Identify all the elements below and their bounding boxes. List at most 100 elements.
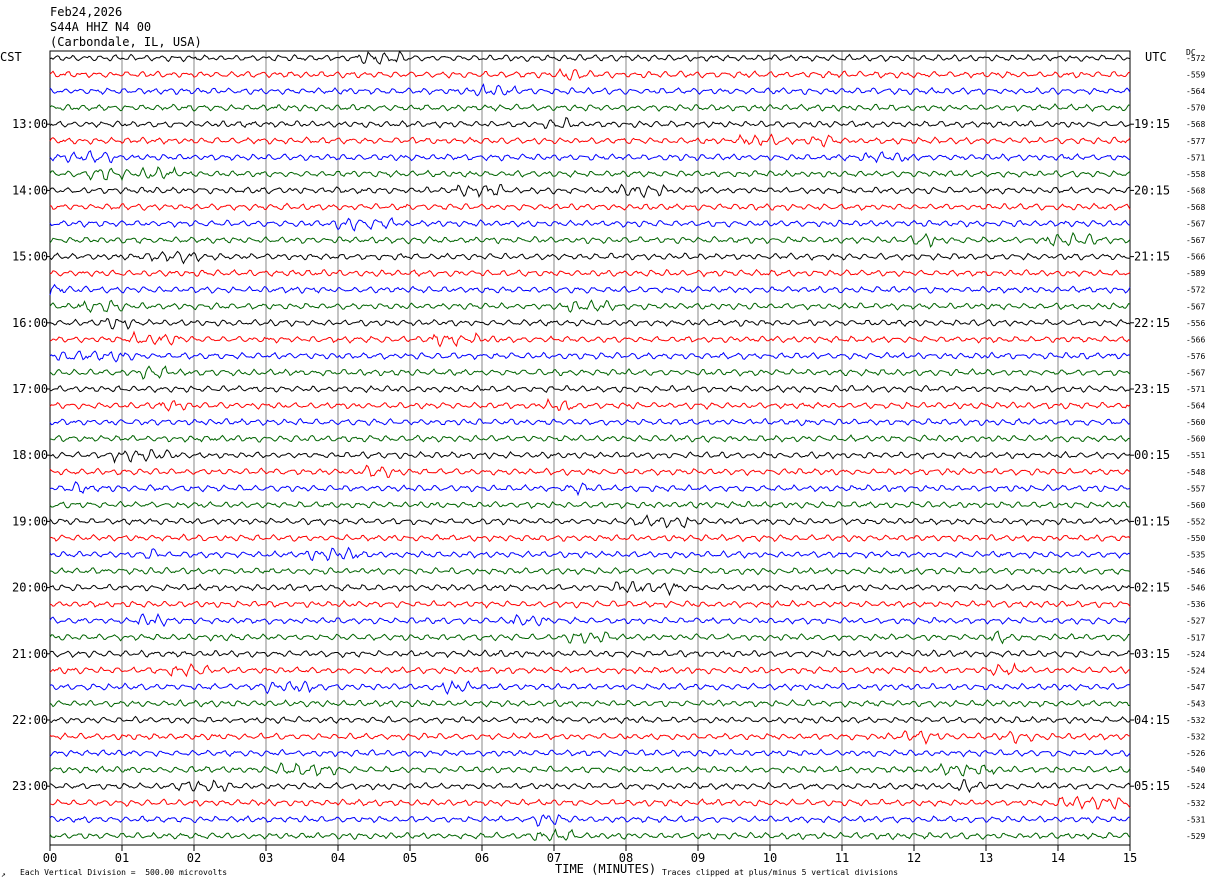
seismic-trace	[49, 828, 1131, 842]
seismic-trace	[49, 417, 1131, 427]
dc-offset-label: -535	[1186, 551, 1205, 560]
seismic-trace	[49, 762, 1131, 777]
seismic-trace	[49, 150, 1131, 164]
dc-offset-label: -568	[1186, 186, 1205, 195]
dc-offset-label: -551	[1186, 451, 1205, 460]
seismic-trace	[49, 449, 1131, 464]
dc-offset-label: -558	[1186, 170, 1205, 179]
seismic-trace	[49, 649, 1131, 659]
seismic-trace	[49, 599, 1131, 609]
dc-offset-label: -567	[1186, 302, 1205, 311]
seismic-trace	[49, 133, 1131, 148]
left-hour-label: 16:00	[12, 316, 48, 330]
header-date: Feb24,2026	[50, 5, 123, 19]
right-hour-label: 20:15	[1134, 183, 1170, 197]
dc-offset-label: -571	[1186, 385, 1205, 394]
seismic-trace	[49, 434, 1131, 443]
dc-offset-label: -567	[1186, 236, 1205, 245]
left-hour-label: 15:00	[12, 250, 48, 264]
x-tick-label: 01	[115, 851, 129, 865]
dc-offset-label: -560	[1186, 501, 1205, 510]
seismic-trace	[49, 231, 1131, 248]
dc-offset-label: -524	[1186, 782, 1205, 791]
dc-offset-label: -560	[1186, 435, 1205, 444]
dc-offset-label: -564	[1186, 87, 1205, 96]
seismic-trace	[49, 699, 1130, 708]
seismic-trace	[49, 814, 1130, 827]
seismic-trace	[50, 384, 1131, 394]
dc-offset-label: -532	[1186, 716, 1205, 725]
dc-offset-label: -543	[1186, 699, 1205, 708]
seismic-trace	[49, 514, 1131, 529]
seismic-trace	[49, 350, 1131, 363]
seismic-trace	[49, 83, 1131, 97]
seismic-trace	[49, 533, 1131, 543]
seismic-trace	[49, 795, 1131, 810]
seismic-trace	[49, 679, 1131, 696]
left-hour-label: 17:00	[12, 382, 48, 396]
left-timezone-label: CST	[0, 50, 22, 64]
dc-offset-label: -536	[1186, 600, 1205, 609]
seismic-trace	[49, 202, 1131, 212]
x-tick-label: 11	[835, 851, 849, 865]
seismic-trace	[49, 464, 1131, 478]
dc-offset-label: -589	[1186, 269, 1205, 278]
x-tick-label: 09	[691, 851, 705, 865]
dc-offset-label: -577	[1186, 137, 1205, 146]
header-station: S44A HHZ N4 00	[50, 20, 152, 34]
x-tick-label: 15	[1123, 851, 1137, 865]
right-hour-label: 00:15	[1134, 448, 1170, 462]
dc-offset-label: -572	[1186, 54, 1205, 63]
dc-offset-label: -571	[1186, 153, 1205, 162]
right-hour-label: 23:15	[1134, 382, 1170, 396]
left-hour-label: 20:00	[12, 581, 48, 595]
dc-offset-label: -567	[1186, 368, 1205, 377]
seismic-trace	[49, 217, 1131, 232]
dc-offset-label: -556	[1186, 319, 1205, 328]
seismic-trace	[49, 183, 1131, 199]
x-tick-label: 12	[907, 851, 921, 865]
plot-frame	[49, 50, 1131, 846]
seismic-trace	[49, 67, 1131, 81]
left-hour-label: 14:00	[12, 183, 48, 197]
dc-offset-label: -531	[1186, 815, 1205, 824]
right-hour-label: 03:15	[1134, 647, 1170, 661]
seismic-trace	[49, 581, 1131, 597]
dc-offset-label: -566	[1186, 335, 1205, 344]
dc-offset-label: -547	[1186, 683, 1205, 692]
x-tick-label: 06	[475, 851, 489, 865]
x-tick-label: 14	[1051, 851, 1065, 865]
dc-offset-label: -576	[1186, 352, 1205, 361]
seismic-trace	[49, 566, 1131, 576]
dc-offset-label: -567	[1186, 220, 1205, 229]
dc-offset-label: -548	[1186, 468, 1205, 477]
dc-offset-label: -524	[1186, 650, 1205, 659]
left-hour-label: 22:00	[12, 713, 48, 727]
seismic-trace	[49, 500, 1131, 510]
x-tick-label: 10	[763, 851, 777, 865]
dc-offset-label: -550	[1186, 534, 1205, 543]
dc-offset-label: -526	[1186, 749, 1205, 758]
dc-offset-label: -546	[1186, 567, 1205, 576]
right-hour-label: 19:15	[1134, 117, 1170, 131]
dc-offset-label: -566	[1186, 253, 1205, 262]
dc-offset-label: -540	[1186, 766, 1205, 775]
left-hour-label: 18:00	[12, 448, 48, 462]
seismic-trace	[49, 330, 1131, 348]
dc-offset-label: -532	[1186, 799, 1205, 808]
right-hour-label: 01:15	[1134, 514, 1170, 528]
seismic-trace	[49, 715, 1131, 725]
dc-offset-label: -517	[1186, 633, 1205, 642]
x-tick-label: 13	[979, 851, 993, 865]
vertical-division-note: Each Vertical Division = 500.00 microvol…	[20, 868, 228, 877]
seismic-trace	[49, 397, 1131, 412]
dc-offset-label: -532	[1186, 733, 1205, 742]
dc-offset-label: -524	[1186, 666, 1205, 675]
seismic-trace	[49, 116, 1131, 130]
x-tick-label: 00	[43, 851, 57, 865]
seismic-trace	[49, 630, 1131, 645]
dc-header-label: DC	[1186, 48, 1196, 57]
dc-offset-label: -560	[1186, 418, 1205, 427]
left-hour-label: 21:00	[12, 647, 48, 661]
